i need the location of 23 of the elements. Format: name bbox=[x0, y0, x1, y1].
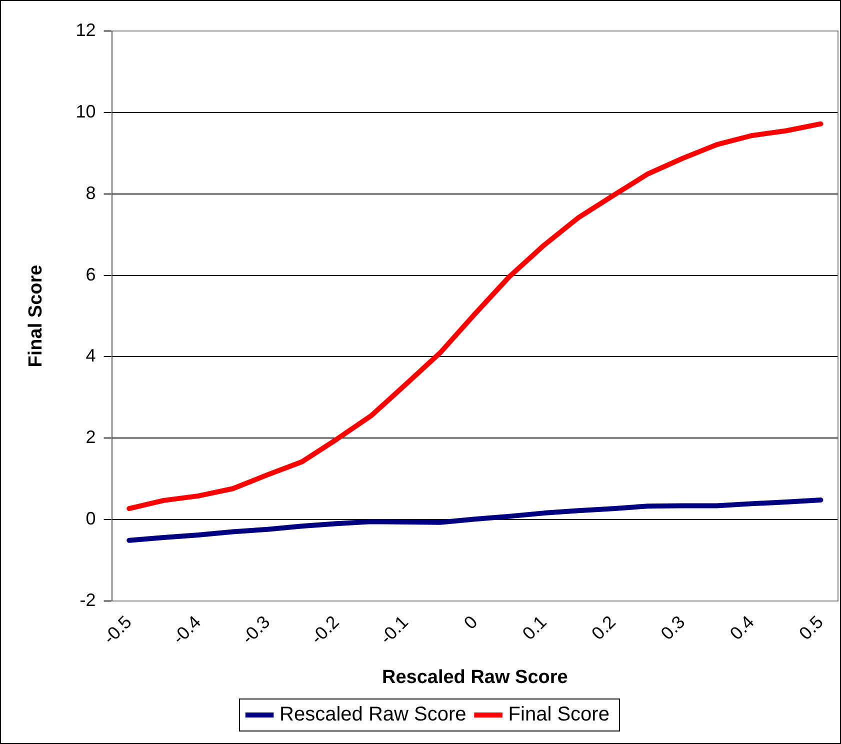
x-tick-label: 0 bbox=[460, 612, 482, 634]
x-tick-label: -0.2 bbox=[306, 612, 343, 648]
x-tick-label: -0.5 bbox=[99, 612, 136, 648]
y-tick-label: 0 bbox=[86, 508, 96, 529]
x-axis-title: Rescaled Raw Score bbox=[382, 666, 568, 688]
x-tick-label: -0.4 bbox=[168, 612, 205, 648]
x-tick-label: 0.4 bbox=[726, 612, 758, 644]
y-tick-label: 12 bbox=[76, 20, 96, 40]
x-tick-label: 0.2 bbox=[588, 612, 620, 644]
x-tick-label: 0.5 bbox=[795, 612, 828, 644]
legend-label: Rescaled Raw Score bbox=[280, 704, 466, 726]
y-tick-label: 8 bbox=[86, 182, 96, 203]
y-tick-label: -2 bbox=[80, 590, 96, 610]
x-tick-label: 0.3 bbox=[656, 612, 689, 644]
y-tick-label: 6 bbox=[86, 264, 96, 284]
x-tick-label: 0.1 bbox=[518, 612, 550, 644]
x-tick-label: -0.3 bbox=[238, 612, 274, 648]
y-axis-title: Final Score bbox=[26, 264, 47, 368]
legend-label: Final Score bbox=[508, 704, 610, 726]
y-tick-label: 2 bbox=[86, 427, 96, 448]
y-tick-label: 4 bbox=[86, 346, 96, 366]
x-tick-label: -0.1 bbox=[376, 612, 412, 648]
y-tick-label: 10 bbox=[76, 101, 96, 122]
